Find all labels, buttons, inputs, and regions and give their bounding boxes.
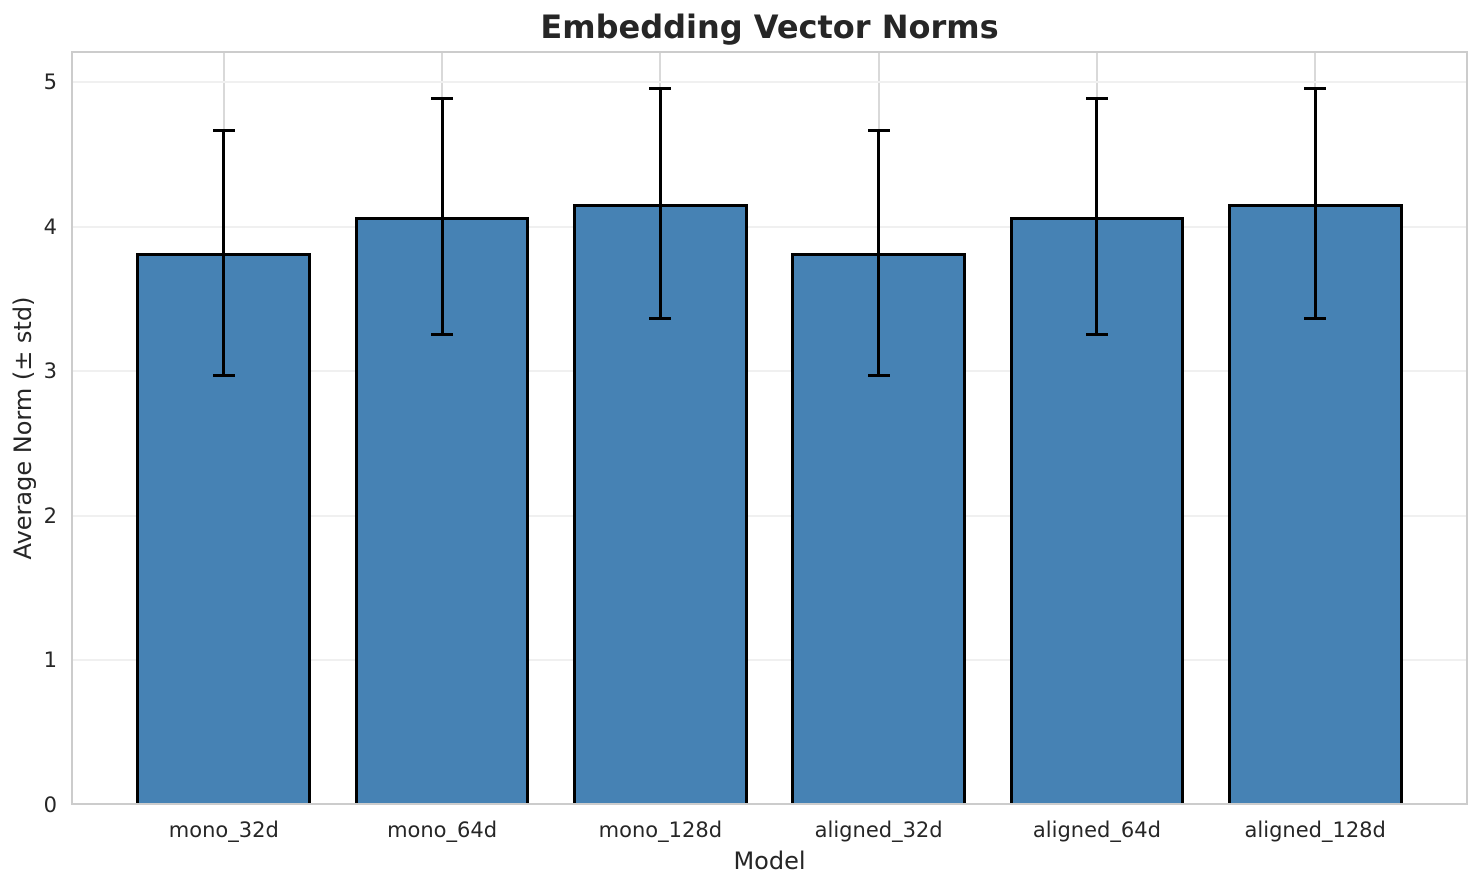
error-bar-aligned_32d xyxy=(877,129,881,376)
error-cap-bottom xyxy=(1085,333,1108,337)
chart-title: Embedding Vector Norms xyxy=(540,8,999,46)
error-cap-top xyxy=(649,86,672,90)
y-tick-label: 0 xyxy=(43,793,57,817)
error-bar-mono_128d xyxy=(658,87,662,320)
error-cap-bottom xyxy=(1304,317,1327,321)
x-tick-label: mono_128d xyxy=(598,818,723,842)
y-gridline xyxy=(71,514,1468,517)
x-tick-label: mono_32d xyxy=(168,818,279,842)
x-tick-label: mono_64d xyxy=(387,818,498,842)
plot-area xyxy=(71,51,1468,805)
y-tick-label: 1 xyxy=(43,648,57,673)
y-tick-label: 3 xyxy=(43,359,57,384)
y-tick-label: 4 xyxy=(43,214,57,239)
error-bar-mono_64d xyxy=(440,97,444,336)
error-bar-aligned_64d xyxy=(1095,97,1099,336)
error-cap-top xyxy=(212,128,235,132)
x-tick-label: aligned_128d xyxy=(1244,818,1386,842)
error-cap-top xyxy=(1304,86,1327,90)
y-gridline xyxy=(71,659,1468,662)
error-bar-aligned_128d xyxy=(1313,87,1317,320)
error-cap-top xyxy=(867,128,890,132)
y-tick-label: 2 xyxy=(43,503,57,528)
error-cap-bottom xyxy=(867,373,890,377)
y-gridline xyxy=(71,81,1468,84)
y-gridline xyxy=(71,225,1468,228)
error-bar-mono_32d xyxy=(222,129,226,376)
x-tick-label: aligned_32d xyxy=(814,818,943,842)
error-cap-bottom xyxy=(649,317,672,321)
y-tick-label: 5 xyxy=(43,70,57,95)
error-cap-top xyxy=(1085,96,1108,100)
error-cap-bottom xyxy=(431,333,454,337)
error-cap-bottom xyxy=(212,373,235,377)
error-cap-top xyxy=(431,96,454,100)
y-gridline xyxy=(71,370,1468,373)
x-tick-label: aligned_64d xyxy=(1032,818,1161,842)
x-axis-label: Model xyxy=(733,847,806,875)
